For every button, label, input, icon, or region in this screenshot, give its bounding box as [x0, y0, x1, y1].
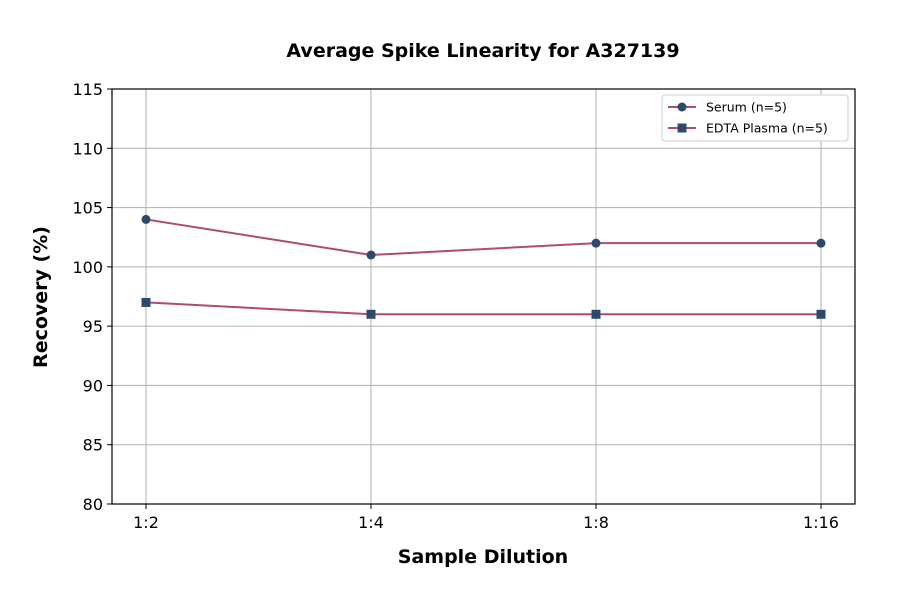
data-point [366, 250, 376, 260]
chart-title: Average Spike Linearity for A327139 [286, 40, 679, 62]
data-point [816, 238, 826, 248]
x-tick-label: 1:16 [803, 513, 839, 532]
legend-box [661, 94, 849, 142]
x-axis-label: Sample Dilution [398, 546, 568, 568]
data-point [591, 238, 601, 248]
x-tick-label: 1:8 [583, 513, 609, 532]
y-axis-label: Recovery (%) [30, 226, 52, 368]
data-point [366, 309, 376, 319]
y-tick-label: 105 [72, 199, 103, 218]
series-line [145, 301, 821, 316]
x-tick-label: 1:4 [358, 513, 384, 532]
data-point [141, 214, 151, 224]
y-tick-label: 100 [72, 258, 103, 277]
series-line [145, 218, 821, 257]
y-tick-label: 90 [83, 376, 103, 395]
data-point [141, 297, 151, 307]
legend-label: EDTA Plasma (n=5) [706, 121, 828, 136]
y-tick-label: 85 [83, 436, 103, 455]
y-tick-label: 95 [83, 317, 103, 336]
legend-marker [677, 123, 687, 133]
y-tick-label: 110 [72, 139, 103, 158]
data-point [591, 309, 601, 319]
legend-marker [677, 102, 687, 112]
y-tick-label: 115 [72, 80, 103, 99]
x-tick-label: 1:2 [133, 513, 159, 532]
data-point [816, 309, 826, 319]
plot-frame [111, 88, 856, 505]
legend: Serum (n=5) EDTA Plasma (n=5) [661, 94, 849, 142]
y-tick-label: 80 [83, 495, 103, 514]
legend-label: Serum (n=5) [706, 100, 787, 115]
